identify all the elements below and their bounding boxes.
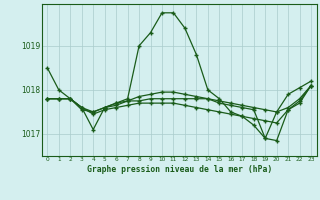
X-axis label: Graphe pression niveau de la mer (hPa): Graphe pression niveau de la mer (hPa): [87, 165, 272, 174]
